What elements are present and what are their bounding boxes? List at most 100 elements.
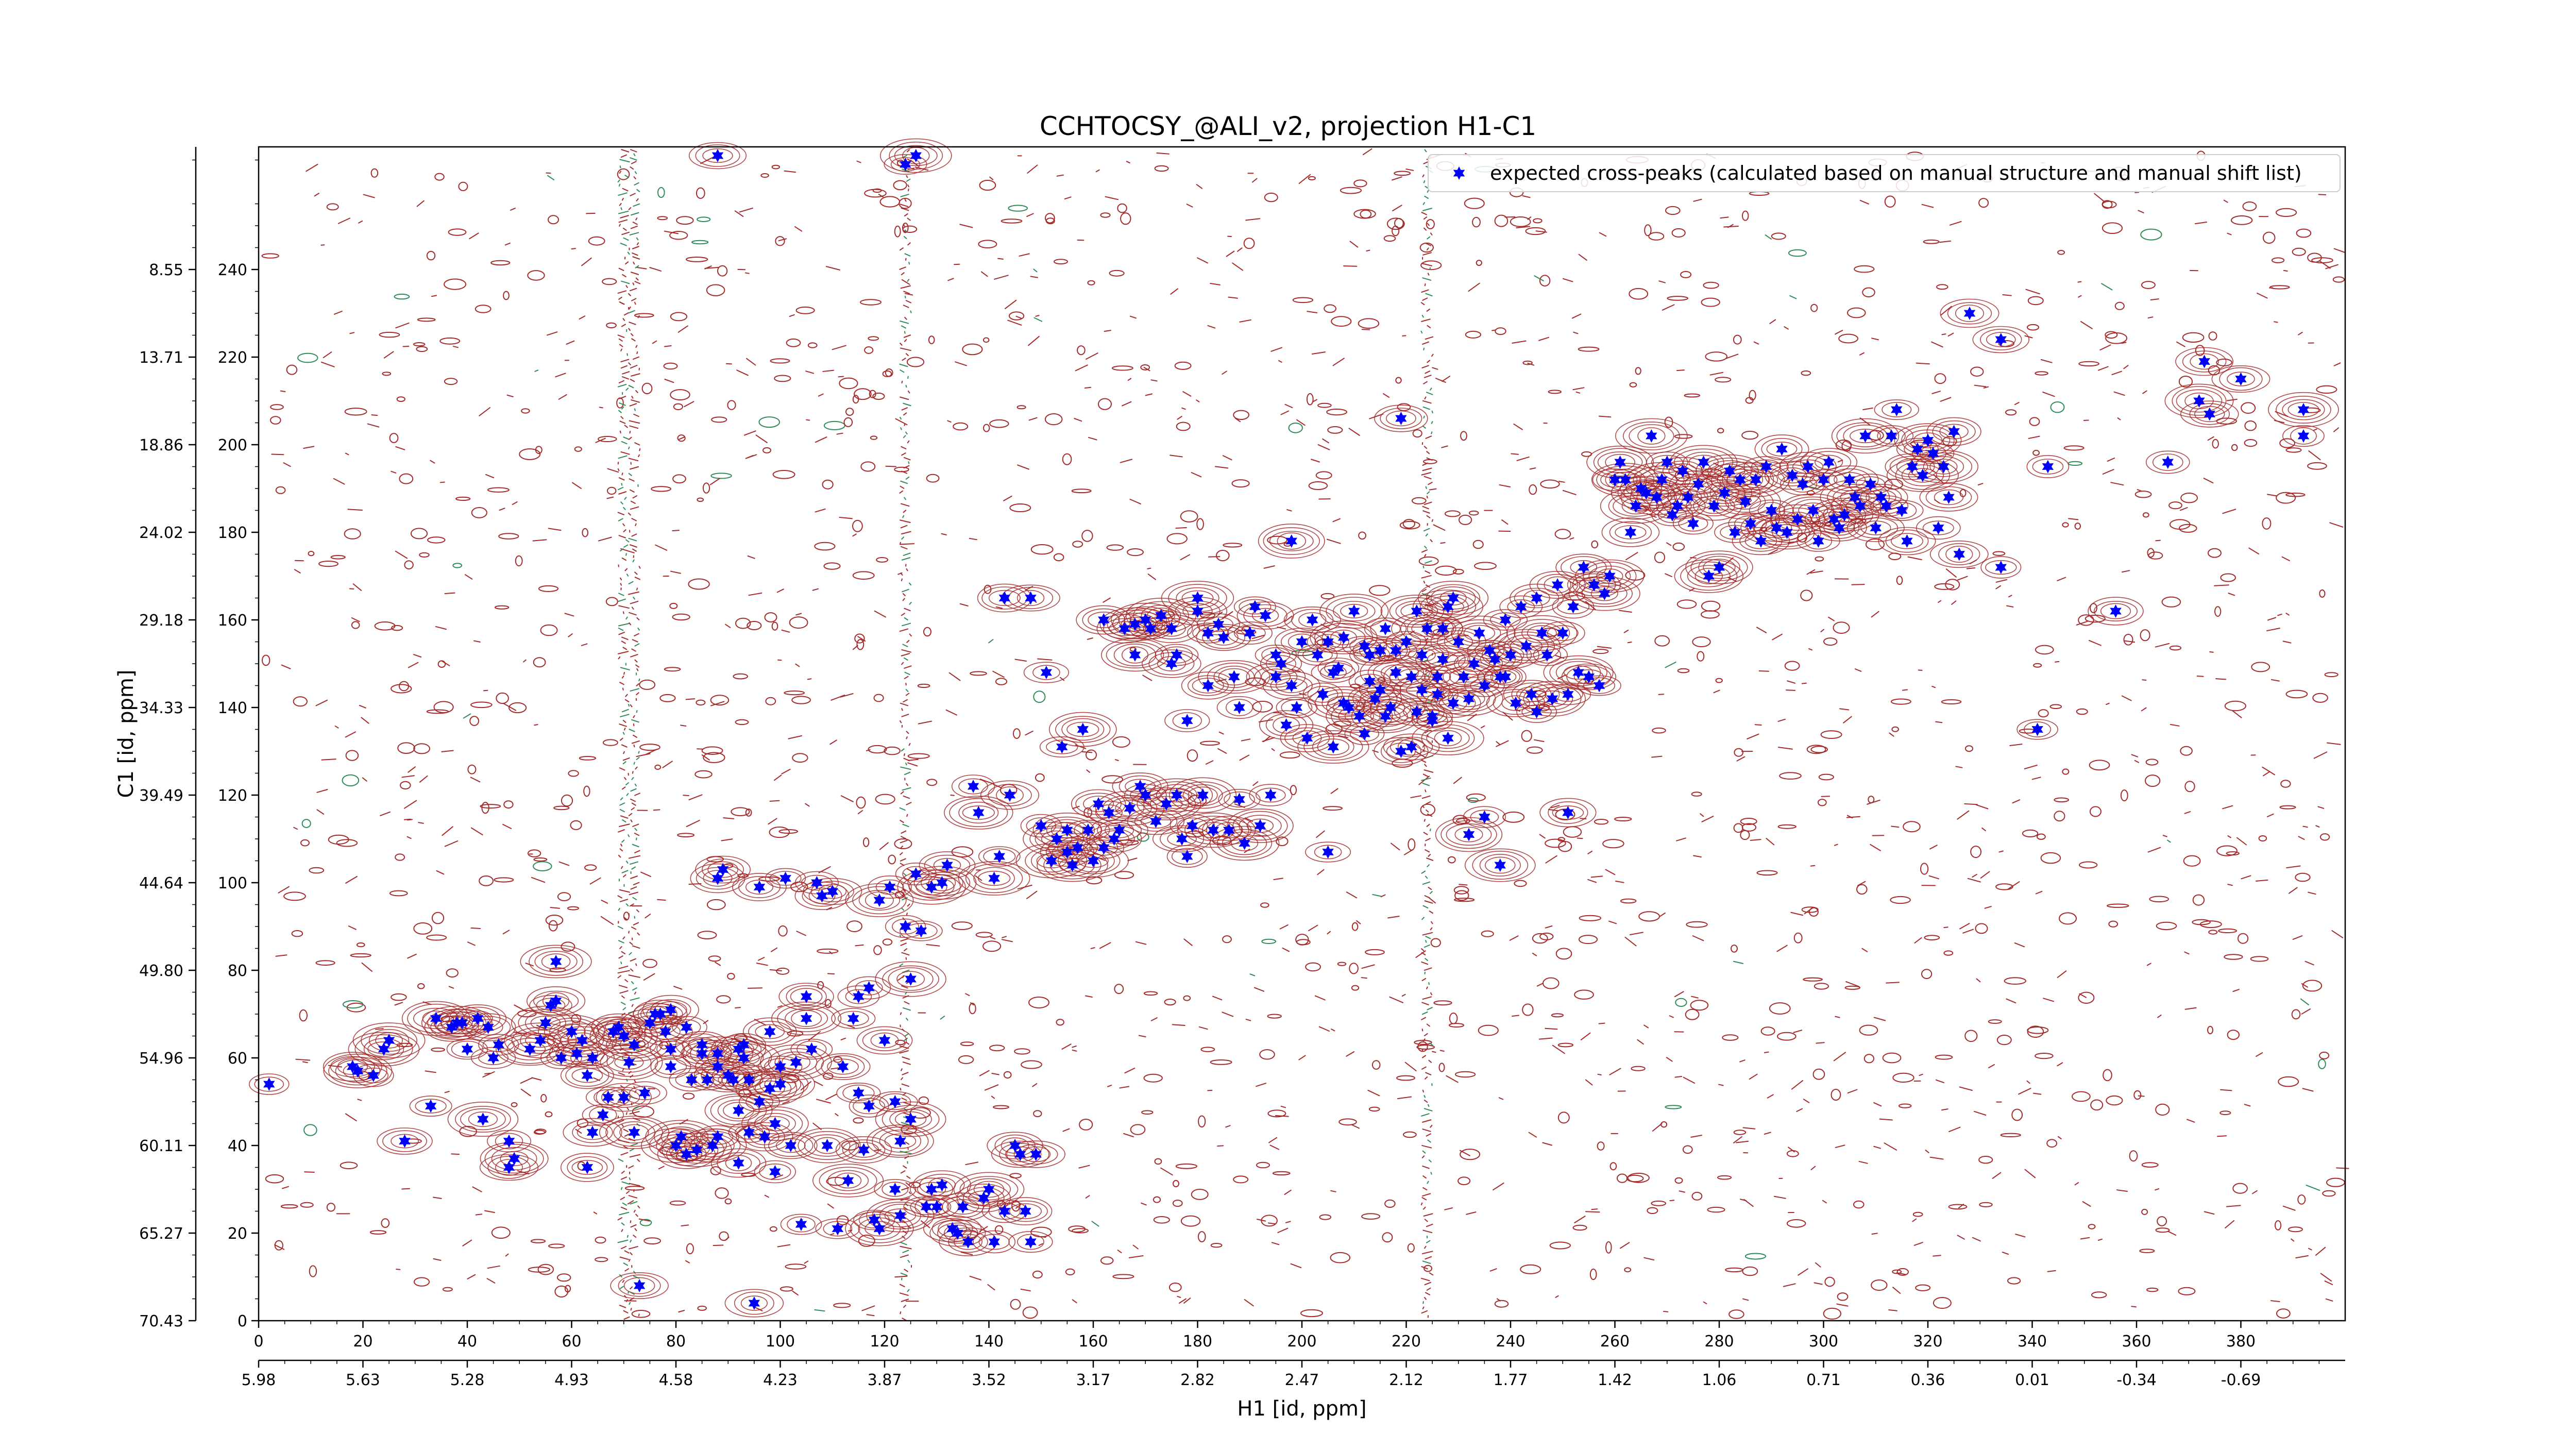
noise-contour (670, 312, 688, 322)
noise-contour (1361, 1213, 1381, 1220)
streak-contour (619, 737, 623, 741)
streak-contour (618, 518, 623, 521)
noise-contour (278, 886, 290, 894)
noise-contour (275, 486, 286, 494)
noise-contour (840, 693, 854, 698)
streak-contour (623, 917, 628, 920)
cross-peak-marker (774, 1077, 786, 1091)
noise-contour (2078, 361, 2100, 367)
noise-contour (1589, 1268, 1597, 1280)
noise-contour (1959, 923, 1970, 930)
noise-contour (1665, 662, 1676, 668)
noise-contour (1924, 935, 1940, 940)
noise-contour (1933, 1255, 1941, 1257)
noise-contour (394, 293, 410, 300)
noise-contour (413, 654, 422, 658)
cross-peak-marker (738, 1038, 750, 1052)
cross-peak-marker (1020, 1204, 1031, 1218)
noise-contour (2078, 614, 2094, 626)
peak-contour (1426, 584, 1481, 612)
noise-contour (1768, 549, 1778, 555)
peak-contour (1370, 620, 1401, 637)
streak-contour (1421, 1266, 1428, 1270)
cross-peak-marker (1129, 648, 1141, 662)
cross-peak-marker (1766, 503, 1777, 517)
noise-contour (1836, 1303, 1849, 1307)
noise-contour (1072, 1299, 1077, 1304)
noise-contour (969, 1275, 982, 1280)
peak-contour (1938, 543, 1980, 565)
streak-contour (1421, 795, 1431, 799)
cross-peak-marker (701, 1073, 713, 1087)
noise-contour (1395, 377, 1402, 384)
streak-contour (625, 782, 630, 786)
noise-contour (1667, 296, 1689, 301)
x-ppm-tick-label: 3.17 (1076, 1371, 1111, 1389)
noise-contour (1692, 935, 1704, 941)
noise-contour (1814, 983, 1829, 990)
noise-contour (744, 272, 750, 274)
noise-contour (965, 993, 970, 996)
noise-contour (1637, 1039, 1644, 1045)
streak-contour (1427, 360, 1431, 363)
streak-contour (1427, 481, 1433, 485)
noise-contour (426, 250, 436, 261)
peak-contour (787, 1216, 816, 1233)
streak-contour (905, 476, 910, 480)
streak-contour (901, 708, 903, 711)
noise-contour (1128, 1255, 1144, 1258)
noise-contour (2242, 201, 2257, 211)
streak-contour (620, 215, 629, 218)
peak-contour (776, 1138, 806, 1153)
noise-contour (862, 837, 870, 847)
cross-peak-marker (1484, 644, 1496, 658)
streak-contour (1423, 580, 1426, 584)
streak-contour (634, 182, 639, 186)
noise-contour (634, 281, 641, 284)
peak-contour (1533, 646, 1562, 664)
noise-contour (2120, 789, 2128, 802)
noise-contour (860, 461, 876, 472)
noise-contour (1814, 1282, 1823, 1285)
streak-contour (628, 384, 634, 389)
noise-contour (1308, 176, 1316, 180)
peak-contour (944, 796, 1013, 830)
peak-contour (1448, 687, 1490, 710)
streak-contour (628, 913, 630, 916)
peak-contour (2094, 601, 2138, 621)
streak-contour (904, 676, 909, 680)
noise-contour (484, 1210, 495, 1213)
noise-contour (2192, 919, 2211, 925)
cross-peak-marker (1624, 526, 1637, 539)
peak-contour (249, 1073, 290, 1095)
peak-contour (1596, 568, 1623, 584)
cross-peak-marker (1479, 810, 1490, 824)
noise-contour (1444, 510, 1461, 517)
peak-contour (933, 858, 961, 872)
noise-contour (907, 762, 918, 767)
streak-contour (629, 952, 632, 955)
streak-contour (1425, 435, 1432, 440)
noise-contour (1786, 1219, 1806, 1228)
noise-contour (1739, 1199, 1747, 1201)
noise-contour (2241, 875, 2251, 880)
noise-contour (1693, 855, 1702, 858)
noise-contour (631, 1310, 651, 1318)
streak-contour (621, 441, 628, 445)
peak-contour (1048, 712, 1117, 747)
cross-peak-marker (675, 1130, 687, 1143)
streak-contour (900, 766, 911, 770)
noise-contour (2194, 222, 2208, 225)
noise-contour (1882, 1052, 1902, 1064)
cross-peak-marker (1776, 442, 1788, 456)
noise-contour (1318, 1026, 1330, 1032)
noise-contour (280, 1204, 298, 1209)
noise-contour (416, 200, 425, 207)
noise-contour (1714, 572, 1722, 575)
noise-contour (2320, 1273, 2332, 1282)
cross-peak-marker (1118, 622, 1130, 635)
peak-contour (722, 1065, 776, 1095)
streak-contour (631, 648, 636, 652)
peak-contour (835, 1136, 892, 1164)
peak-contour (1733, 469, 1778, 490)
